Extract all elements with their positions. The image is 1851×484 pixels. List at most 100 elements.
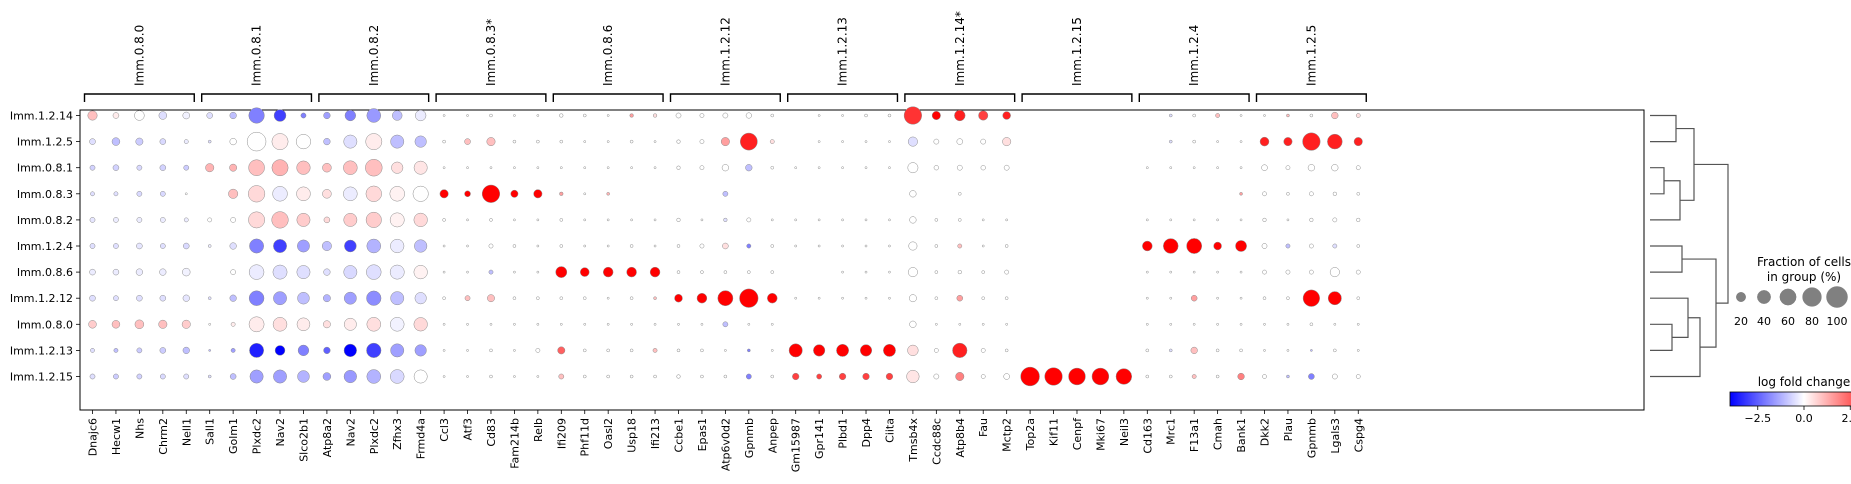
dot [343,134,358,149]
dot [390,317,405,332]
dot [903,106,922,125]
gene-label: Nav2 [344,418,357,446]
dot [182,346,190,354]
dot [559,244,564,248]
dendro-link [1682,258,1717,348]
colorbar-tick-label: 0.0 [1795,412,1813,425]
dot [1331,164,1339,172]
dot [676,217,681,222]
dot [207,244,212,248]
dot [248,107,265,124]
dot [909,294,917,303]
size-legend-dot [1757,290,1771,304]
dot [1145,374,1150,379]
gene-label: Dkk2 [1259,418,1272,446]
dot [1261,164,1268,171]
dot [630,218,633,222]
dot [958,323,962,326]
dots-layer [87,106,1363,387]
gene-label: Atf3 [462,418,475,441]
dot [606,140,610,143]
dot [184,192,188,196]
dot [300,112,307,119]
dot [1309,243,1314,249]
row-labels: Imm.1.2.14 Imm.1.2.5 Imm.0.8.1 Imm.0.8.3 Imm… [10,110,80,384]
dot [1239,140,1243,143]
dot [89,217,96,223]
dot [344,109,356,122]
dot [1307,164,1315,172]
dot [1332,243,1338,249]
dot [249,238,264,254]
dot [1044,367,1063,386]
dot [489,348,493,353]
dot [136,164,143,171]
dendro-link [1650,245,1683,273]
group-bracket [904,93,1016,102]
dot [1169,139,1173,144]
dot [1333,323,1337,326]
dot [1283,137,1293,147]
gene-label: Oasl2 [602,418,615,449]
group-label: Imm.0.8.1 [250,25,264,86]
dot [207,139,212,144]
row-label: Imm.0.8.2 [17,214,73,227]
dot [606,348,610,353]
dot [746,243,752,249]
size-legend-dot [1779,288,1797,306]
gene-label: Ciita [883,418,896,443]
dot [489,323,493,326]
dot [978,110,989,121]
dot [1332,217,1338,223]
gene-label: Phf11d [579,418,592,456]
dot [722,321,729,328]
dot [699,165,705,171]
dot [322,189,332,199]
dot [136,347,143,354]
group-bracket [201,93,313,102]
dot [980,374,986,379]
size-legend: Fraction of cells in group (%) 20 40 60 80 1… [1734,255,1851,328]
group-label: Imm.0.8.3* [484,19,498,86]
dot [792,372,800,381]
dot [629,139,634,144]
dot [817,296,821,300]
gene-label: Mrc1 [1165,418,1178,445]
dot [466,349,469,352]
dot [343,369,357,384]
dot [653,374,657,379]
row-label: Imm.0.8.6 [17,266,73,279]
dot [273,369,287,384]
gene-label: Cenpf [1071,417,1084,450]
dot [1192,218,1196,222]
row-label: Imm.1.2.4 [17,240,73,253]
dot [1263,114,1266,117]
dot [246,131,267,152]
dot [413,212,428,227]
size-legend-dot [1826,286,1848,308]
dot [160,373,166,380]
dot [208,349,211,352]
dot [1169,166,1173,169]
dot [207,374,212,379]
dot [700,270,704,274]
dot [112,164,120,171]
dot [392,110,403,121]
dendro-link [1650,323,1673,351]
dot [1356,244,1360,248]
dot [559,191,564,196]
row-label: Imm.1.2.5 [17,136,73,149]
dot [230,269,236,275]
dot [860,344,873,357]
dot [323,268,331,276]
dot [1068,367,1086,386]
dot [1216,270,1219,274]
dot [208,323,211,326]
dot [323,138,331,146]
size-legend-items: 20 40 60 80 100 [1734,286,1848,328]
dot [1327,133,1343,150]
dot [841,218,844,222]
dot [1332,373,1338,380]
dot [583,218,587,222]
